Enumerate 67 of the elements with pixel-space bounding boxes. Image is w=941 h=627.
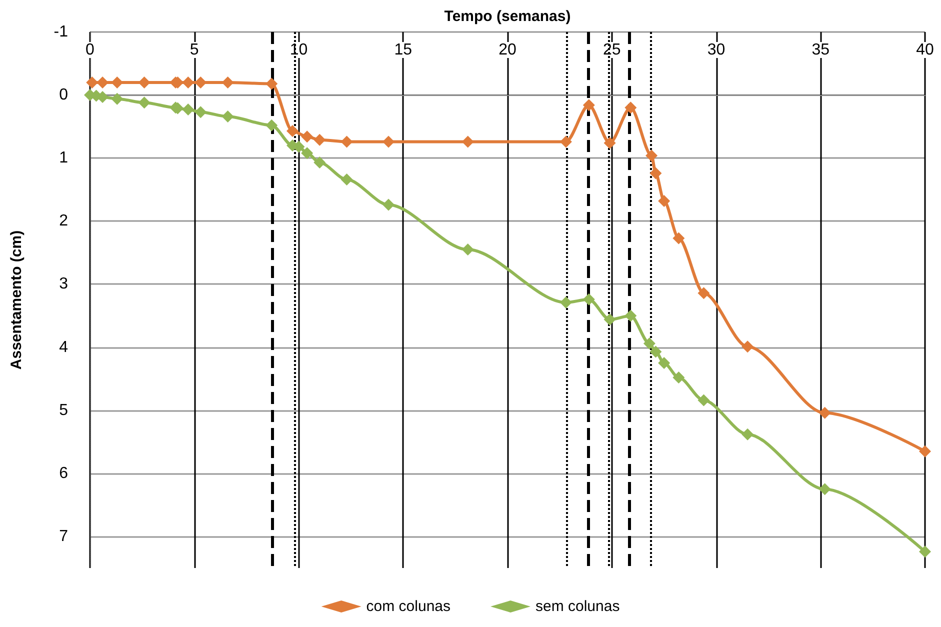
point [742,340,754,353]
y-tick-label: 2 [59,212,68,230]
point [919,445,931,458]
point [650,167,662,180]
point [698,287,710,300]
y-tick-label: -1 [54,24,68,40]
y-axis-title: Assentamento (cm) [8,230,25,370]
point [182,104,194,116]
point [742,428,754,440]
x-tick-label: 35 [812,42,830,58]
y-tick-label: 0 [59,86,68,104]
point [624,310,637,322]
point [301,147,314,160]
point [582,99,595,112]
point [462,244,474,256]
point [643,338,656,350]
x-axis-title: Tempo (semanas) [444,8,571,25]
point [138,76,150,88]
x-tick-label: 20 [498,42,516,58]
point [382,136,395,148]
point [286,125,298,137]
point [266,119,278,132]
y-tick-label: 5 [59,402,68,419]
point [194,76,207,88]
point [314,134,326,146]
point [604,136,616,149]
point [604,314,616,326]
point [646,150,658,162]
point [658,195,670,207]
point [818,406,831,419]
legend-label: sem colunas [536,598,620,615]
y-tick-label: 7 [59,528,68,545]
point [672,232,685,244]
point [301,130,314,143]
point [698,394,710,406]
point [650,346,662,358]
point [111,92,124,105]
point [194,106,207,118]
point [111,76,124,88]
point [182,76,194,88]
y-tick-label: 6 [59,464,68,482]
point [560,136,572,148]
x-tick-label: 30 [707,42,726,58]
point [462,136,474,148]
legend-label: com colunas [366,598,451,615]
point [624,102,637,114]
point [382,198,395,211]
y-tick-label: 1 [59,150,68,167]
x-tick-label: 5 [190,42,199,58]
point [658,357,670,370]
point [222,76,234,88]
point [222,110,234,122]
point [266,78,278,90]
point [314,156,326,169]
point [340,174,353,186]
point [340,136,353,148]
point [582,293,595,306]
x-tick-label: 15 [394,42,412,58]
x-tick-label: 0 [86,42,95,58]
point [560,296,572,309]
point [138,96,150,109]
y-tick-label: 3 [59,276,68,293]
x-tick-label: 40 [916,42,934,58]
point [818,483,831,496]
point [919,546,931,558]
point [672,372,685,384]
y-tick-label: 4 [59,338,68,356]
